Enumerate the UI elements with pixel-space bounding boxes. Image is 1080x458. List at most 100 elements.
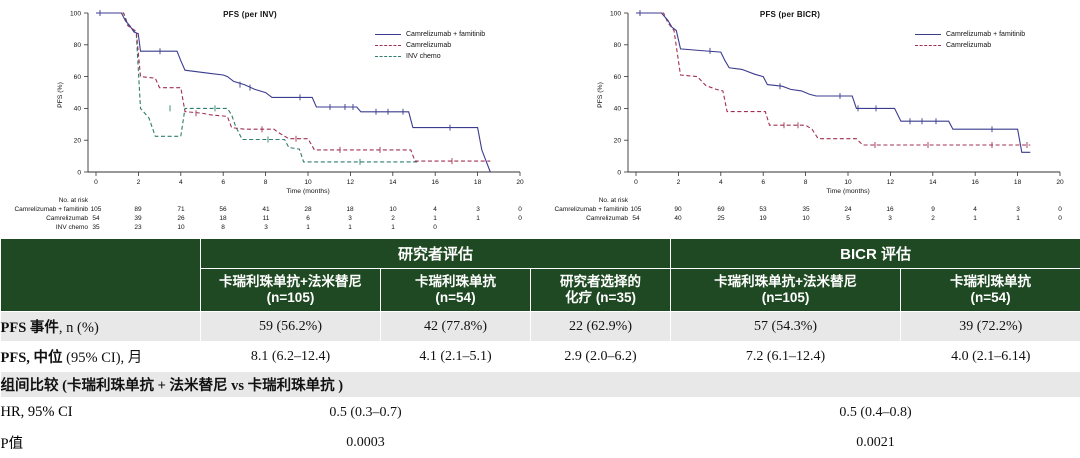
table-section-row: 组间比较 (卡瑞利珠单抗 + 法米替尼 vs 卡瑞利珠单抗 ) [1,372,1080,398]
chart-legend-inv: Camrelizumab + famitinib Camrelizumab IN… [375,29,485,62]
chart-legend-bicr: Camrelizumab + famitinib Camrelizumab [915,29,1025,51]
risk-value: 9 [924,206,942,213]
risk-value: 18 [214,215,232,222]
risk-value: 2 [924,215,942,222]
legend-swatch-solid-icon [915,34,941,36]
svg-text:Time (months): Time (months) [826,188,870,195]
risk-value: 35 [797,206,815,213]
svg-text:16: 16 [432,179,440,186]
svg-text:6: 6 [761,179,765,186]
risk-value: 35 [87,224,105,231]
col-header-inv-chemo: 研究者选择的 化疗 (n=35) [531,269,671,312]
row-label-rest: (95% CI), 月 [63,350,143,366]
risk-value: 3 [341,215,359,222]
svg-text:4: 4 [719,179,723,186]
risk-value: 24 [839,206,857,213]
risk-value: 8 [214,224,232,231]
cell-hr-spacer [531,398,671,428]
legend-item: Camrelizumab [375,40,485,51]
cell-pfs-events-bicr-mono: 39 (72.2%) [901,312,1080,342]
svg-text:PFS (%): PFS (%) [57,82,64,108]
cell-pfs-events-inv-chemo: 22 (62.9%) [531,312,671,342]
risk-value: 1 [341,224,359,231]
risk-value: 6 [299,215,317,222]
risk-row-label: Camrelizumab + famitinib [540,206,628,213]
cell-pvalue-inv: 0.0003 [201,428,531,458]
risk-value: 0 [511,206,529,213]
group-header-bicr: BICR 评估 [671,239,1080,269]
legend-label: INV chemo [406,51,441,62]
legend-swatch-dashed-teal-icon [375,56,401,58]
cell-pvalue-spacer [531,428,671,458]
risk-value: 3 [469,206,487,213]
svg-text:80: 80 [614,42,622,49]
svg-text:80: 80 [74,42,82,49]
legend-label: Camrelizumab [406,40,451,51]
risk-value: 28 [299,206,317,213]
svg-text:0: 0 [77,169,81,176]
risk-value: 1 [426,215,444,222]
col-header-line2: (n=105) [201,290,380,306]
cell-pfs-median-inv-combo: 8.1 (6.2–12.4) [201,342,381,372]
risk-value: 26 [172,215,190,222]
chart-pfs-inv: PFS (per INV) 0 20 40 6 [0,0,540,235]
risk-value: 1 [966,215,984,222]
col-header-line1: 卡瑞利珠单抗 [381,274,530,290]
svg-text:18: 18 [474,179,482,186]
svg-text:0: 0 [634,179,638,186]
risk-value: 11 [257,215,275,222]
cell-pfs-median-bicr-mono: 4.0 (2.1–6.14) [901,342,1080,372]
svg-text:8: 8 [264,179,268,186]
risk-value: 25 [712,215,730,222]
row-label-bold: PFS 事件 [1,320,59,336]
col-header-inv-mono: 卡瑞利珠单抗 (n=54) [381,269,531,312]
risk-value: 16 [881,206,899,213]
results-table: 研究者评估 BICR 评估 卡瑞利珠单抗+法米替尼 (n=105) 卡瑞利珠单抗… [0,238,1080,458]
risk-title: No. at risk [0,197,88,204]
legend-swatch-dashed-red-icon [915,45,941,47]
svg-text:20: 20 [614,138,622,145]
risk-value: 3 [1009,206,1027,213]
cell-hr-inv: 0.5 (0.3–0.7) [201,398,531,428]
row-label-rest: , n (%) [59,320,99,336]
chart-pfs-bicr: PFS (per BICR) 0 20 40 60 80 [540,0,1080,235]
legend-label: Camrelizumab + famitinib [406,29,485,40]
svg-text:PFS (%): PFS (%) [597,82,604,108]
risk-row-label: Camrelizumab [0,215,88,222]
table-row: HR, 95% CI 0.5 (0.3–0.7) 0.5 (0.4–0.8) [1,398,1080,428]
legend-item: INV chemo [375,51,485,62]
table-row: PFS 事件, n (%) 59 (56.2%) 42 (77.8%) 22 (… [1,312,1080,342]
risk-value: 1 [469,215,487,222]
risk-value: 2 [384,215,402,222]
risk-value: 69 [712,206,730,213]
risk-value: 105 [87,206,105,213]
legend-item: Camrelizumab + famitinib [375,29,485,40]
svg-text:0: 0 [94,179,98,186]
svg-text:60: 60 [74,74,82,81]
svg-text:Time (months): Time (months) [286,188,330,195]
row-label-bold: PFS, 中位 [1,350,63,366]
svg-text:2: 2 [137,179,141,186]
svg-text:14: 14 [929,179,937,186]
risk-value: 23 [129,224,147,231]
col-header-line2: (n=54) [381,290,530,306]
risk-value: 54 [87,215,105,222]
table-row: P值 0.0003 0.0021 [1,428,1080,458]
risk-value: 39 [129,215,147,222]
table-body: PFS 事件, n (%) 59 (56.2%) 42 (77.8%) 22 (… [1,312,1080,458]
svg-text:16: 16 [972,179,980,186]
svg-text:60: 60 [614,74,622,81]
risk-value: 105 [627,206,645,213]
col-header-line2: (n=105) [671,290,900,306]
risk-value: 90 [669,206,687,213]
svg-text:12: 12 [887,179,895,186]
svg-text:20: 20 [1056,179,1064,186]
svg-text:100: 100 [70,10,81,17]
risk-value: 54 [627,215,645,222]
col-header-bicr-mono: 卡瑞利珠单抗 (n=54) [901,269,1080,312]
risk-title: No. at risk [540,197,628,204]
row-label-hr: HR, 95% CI [1,398,201,428]
svg-text:20: 20 [516,179,524,186]
svg-text:8: 8 [804,179,808,186]
